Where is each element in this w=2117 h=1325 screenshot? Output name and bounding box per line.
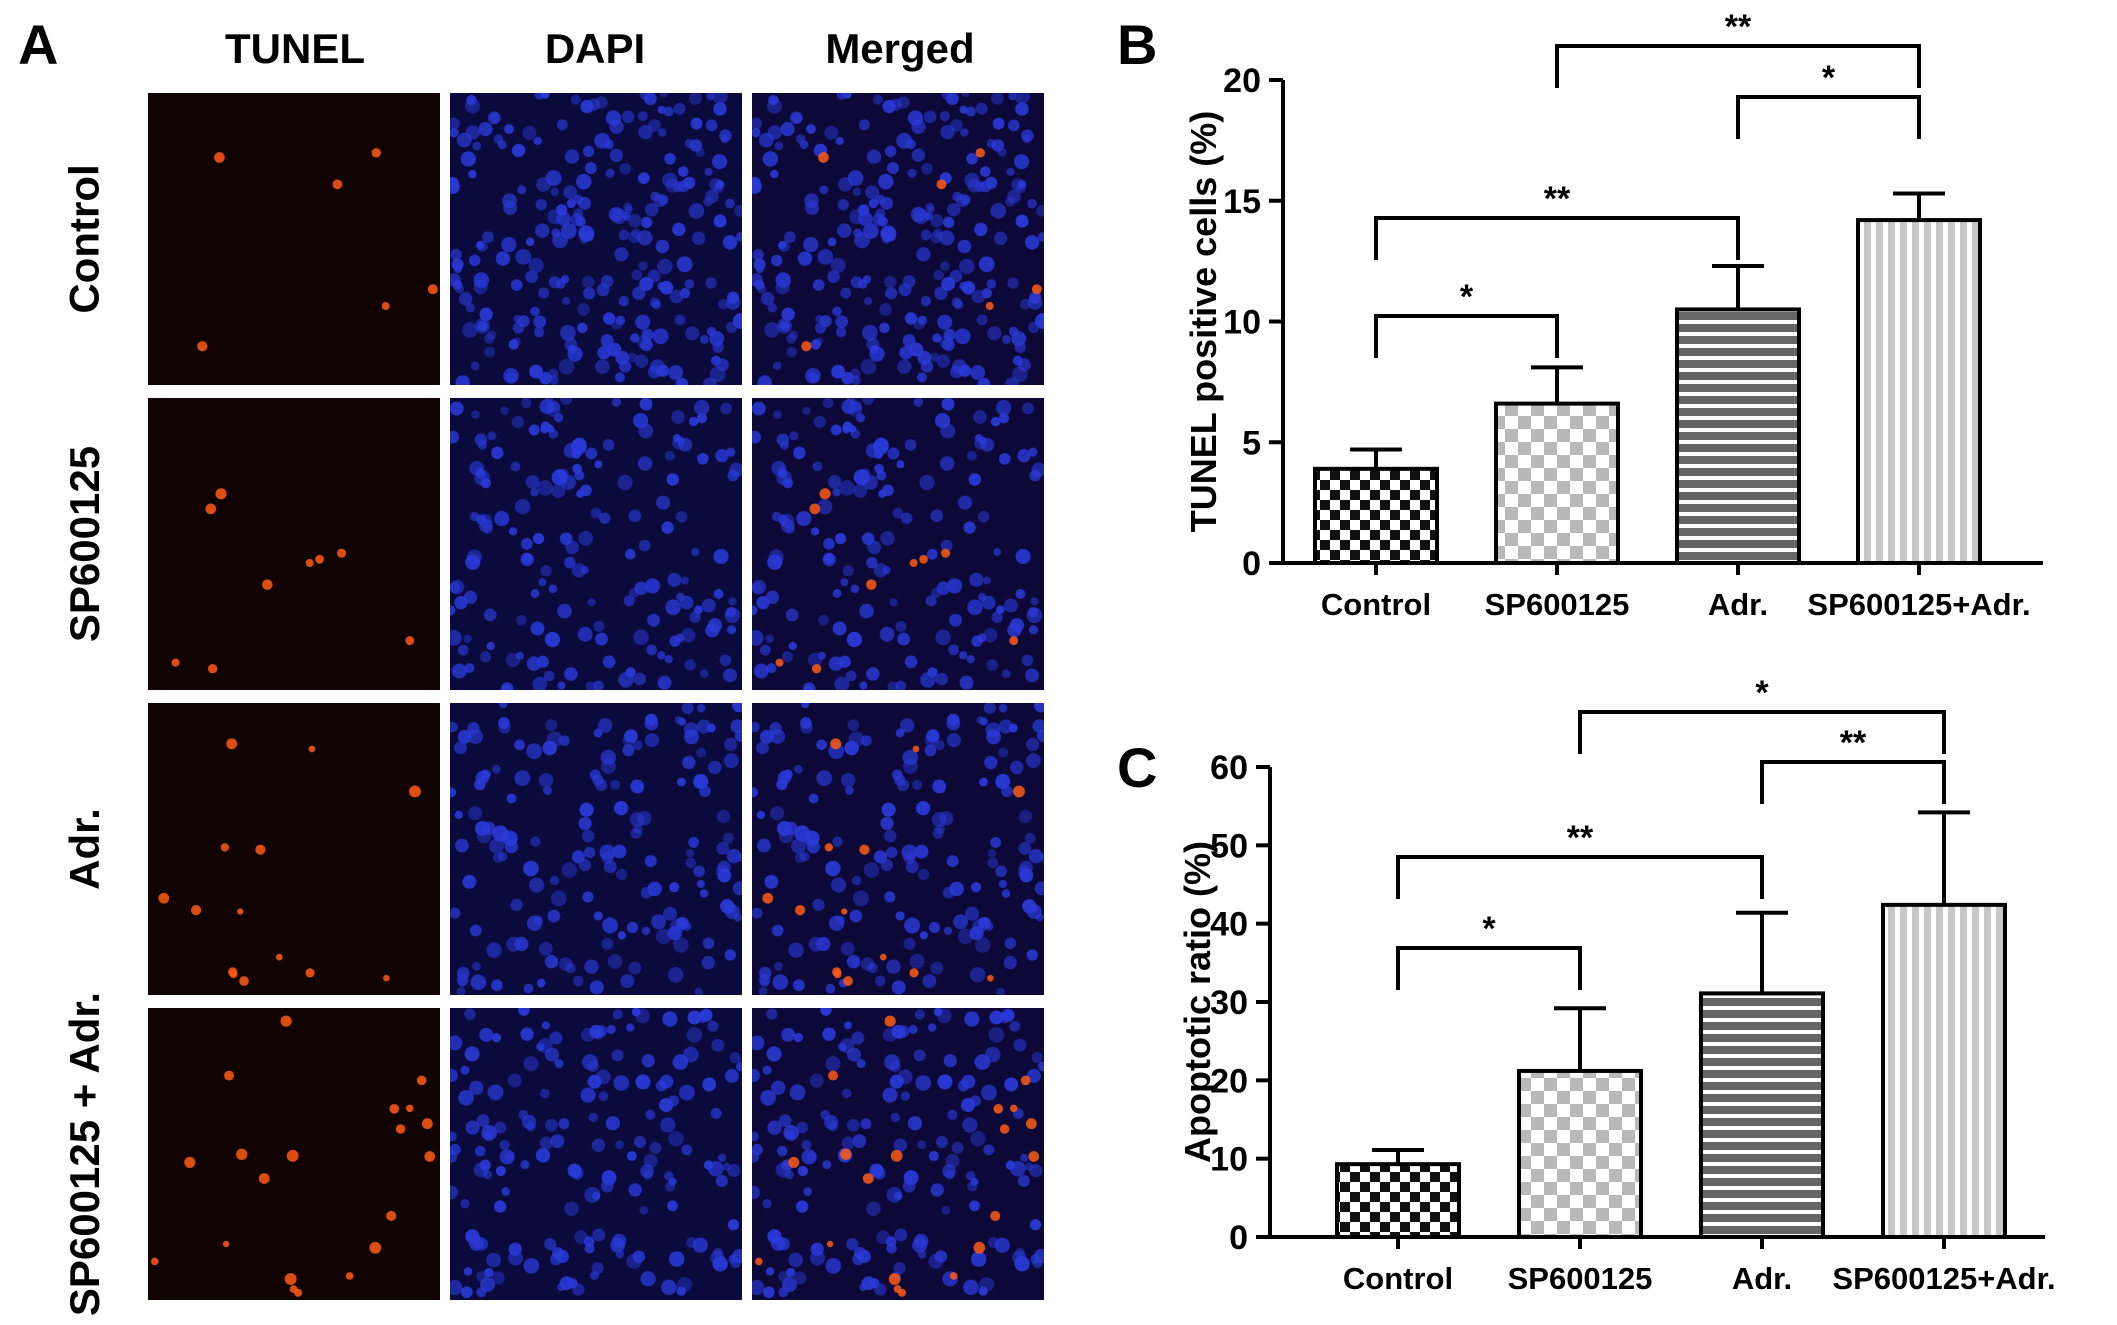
significance-label-0: * — [1460, 278, 1474, 316]
x-tick-label: Control — [1321, 587, 1431, 622]
x-tick-label: SP600125+Adr. — [1807, 587, 2030, 622]
micrograph-tunel-combo — [148, 1008, 440, 1300]
micrograph-tunel-sp600125 — [148, 398, 440, 690]
x-tick-label: SP600125+Adr. — [1832, 1261, 2055, 1296]
row-label-control: Control — [61, 164, 109, 314]
row-label-combo-wrap: SP600125 + Adr. — [50, 992, 120, 1316]
y-tick-label: 50 — [1210, 827, 1248, 865]
bar-3 — [1856, 218, 1982, 565]
significance-label-2: ** — [1840, 724, 1867, 762]
micrograph-tunel-control — [148, 93, 440, 385]
significance-bracket-3 — [1555, 44, 1921, 88]
significance-label-1: ** — [1544, 180, 1571, 218]
bar-1 — [1494, 401, 1620, 565]
significance-bracket-1 — [1396, 855, 1764, 899]
bar-1 — [1517, 1068, 1643, 1239]
y-tick-label: 10 — [1210, 1141, 1248, 1179]
y-tick-label: 20 — [1223, 62, 1261, 100]
significance-bracket-2 — [1736, 95, 1921, 139]
y-tick-label: 0 — [1242, 545, 1261, 583]
significance-label-3: ** — [1725, 8, 1752, 46]
significance-bracket-0 — [1396, 946, 1582, 990]
micrograph-merged-adr — [752, 703, 1044, 995]
micrograph-dapi-sp600125 — [450, 398, 742, 690]
col-header-merged: Merged — [825, 25, 975, 72]
col-header-dapi: DAPI — [544, 25, 646, 72]
micrograph-dapi-control — [450, 93, 742, 385]
x-tick-label: Control — [1343, 1261, 1453, 1296]
bar-0 — [1313, 466, 1439, 565]
y-tick-label: 15 — [1223, 183, 1261, 221]
y-axis-label: Apoptotic ratio (%) — [1180, 841, 1218, 1163]
y-axis-label: TUNEL positive cells (%) — [1183, 111, 1224, 532]
y-tick-label: 0 — [1229, 1219, 1248, 1257]
chart-b: 0 5 10 15 20 TUNEL positive cells (%) Control S… — [1183, 8, 2043, 622]
y-axis: 0 10 20 30 40 50 60 — [1210, 749, 1272, 1257]
micrograph-merged-combo — [752, 1008, 1044, 1300]
significance-bracket-3 — [1578, 710, 1946, 754]
micrograph-tunel-adr — [148, 703, 440, 995]
bar-2 — [1699, 991, 1825, 1239]
y-tick-label: 30 — [1210, 984, 1248, 1022]
row-label-combo: SP600125 + Adr. — [61, 991, 109, 1317]
chart-c: 0 10 20 30 40 50 60 Apoptotic ratio (%) Control S… — [1180, 674, 2056, 1296]
significance-bracket-2 — [1760, 760, 1946, 804]
bar-3 — [1881, 902, 2007, 1239]
col-header-tunel: TUNEL — [225, 25, 365, 72]
y-axis: 0 5 10 15 20 — [1223, 62, 1285, 583]
x-tick-label: Adr. — [1708, 587, 1768, 622]
row-label-control-wrap: Control — [50, 93, 120, 385]
panel-b-letter: B — [1117, 13, 1158, 76]
y-tick-label: 20 — [1210, 1062, 1248, 1100]
y-tick-label: 40 — [1210, 906, 1248, 944]
panel-a-letter: A — [18, 13, 59, 76]
x-tick-label: SP600125 — [1485, 587, 1630, 622]
bar-2 — [1675, 307, 1801, 565]
significance-label-3: * — [1755, 674, 1769, 712]
significance-label-1: ** — [1567, 819, 1594, 857]
row-label-adr-wrap: Adr. — [50, 703, 120, 995]
micrograph-merged-sp600125 — [752, 398, 1044, 690]
significance-bracket-0 — [1374, 314, 1559, 358]
micrograph-dapi-combo — [450, 1008, 742, 1300]
x-tick-label: Adr. — [1732, 1261, 1792, 1296]
row-label-adr: Adr. — [61, 808, 108, 890]
significance-bracket-1 — [1374, 216, 1740, 260]
significance-label-2: * — [1822, 59, 1836, 97]
row-label-sp600125-wrap: SP600125 — [50, 398, 120, 690]
row-label-sp600125: SP600125 — [61, 445, 108, 643]
y-tick-label: 5 — [1242, 424, 1261, 462]
significance-label-0: * — [1482, 910, 1496, 948]
x-tick-label: SP600125 — [1508, 1261, 1653, 1296]
bar-0 — [1335, 1162, 1461, 1239]
y-tick-label: 60 — [1210, 749, 1248, 787]
panel-c-letter: C — [1117, 736, 1158, 799]
micrograph-dapi-adr — [450, 703, 742, 995]
micrograph-merged-control — [752, 93, 1044, 385]
y-tick-label: 10 — [1223, 304, 1261, 342]
